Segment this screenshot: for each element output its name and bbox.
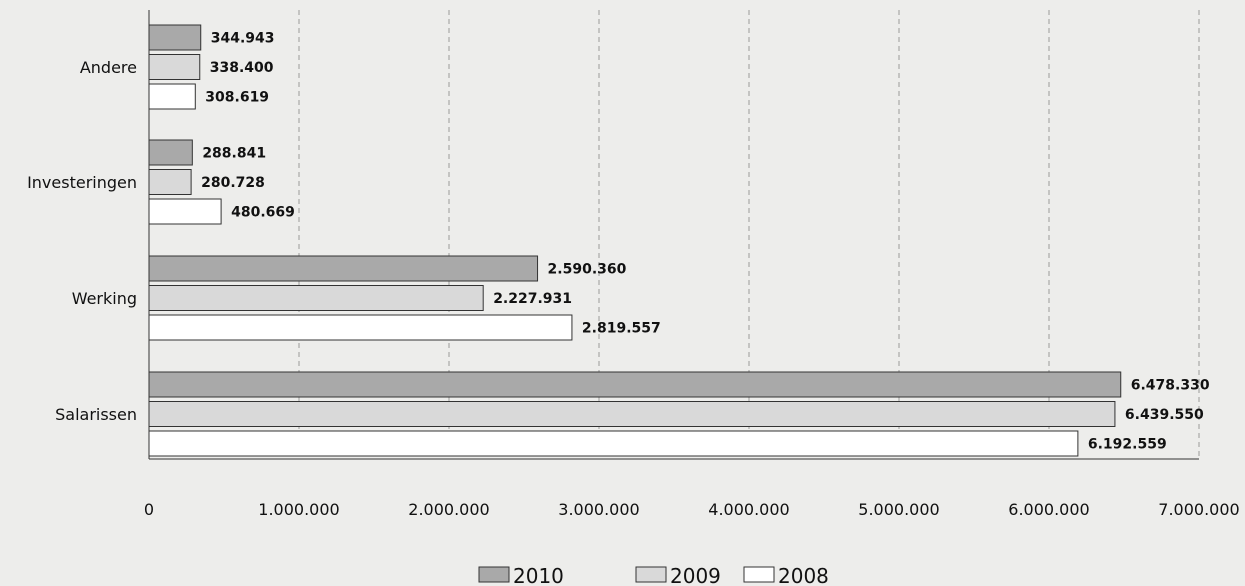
legend-label: 2010 (513, 564, 564, 586)
bar (148, 198, 222, 225)
category-label: Salarissen (55, 405, 137, 424)
bar (148, 83, 196, 110)
x-tick-label: 4.000.000 (708, 500, 789, 519)
bar (148, 255, 539, 282)
data-label: 6.192.559 (1088, 437, 1167, 453)
bar (148, 401, 1116, 427)
category-labels: Andere Investeringen Werking Salarissen (27, 58, 137, 424)
legend-label: 2009 (670, 564, 721, 586)
x-tick-label: 6.000.000 (1008, 500, 1089, 519)
bar (148, 54, 201, 80)
data-label: 6.439.550 (1125, 407, 1204, 423)
x-tick-label: 5.000.000 (858, 500, 939, 519)
x-tick-label: 2.000.000 (408, 500, 489, 519)
data-label: 288.841 (202, 146, 266, 162)
data-label: 2.819.557 (582, 321, 661, 337)
bar (148, 285, 484, 311)
bars (148, 24, 1122, 457)
legend-label: 2008 (778, 564, 829, 586)
data-label: 6.478.330 (1131, 378, 1210, 394)
legend: 2010 2009 2008 (478, 564, 829, 586)
x-tick-label: 7.000.000 (1158, 500, 1239, 519)
x-tick-label: 3.000.000 (558, 500, 639, 519)
category-label: Andere (80, 58, 137, 77)
category-label: Werking (72, 289, 137, 308)
x-tick-labels: 0 1.000.000 2.000.000 3.000.000 4.000.000 5.0… (144, 500, 1240, 519)
category-label: Investeringen (27, 173, 137, 192)
data-label: 308.619 (205, 90, 269, 106)
legend-swatch (743, 566, 775, 583)
data-label: 280.728 (201, 175, 265, 191)
legend-swatch (635, 566, 667, 583)
data-labels: 344.943 338.400 308.619 288.841 280.728 480.6… (201, 31, 1210, 453)
bar (148, 24, 202, 51)
data-label: 480.669 (231, 205, 295, 221)
legend-swatch (478, 566, 510, 583)
data-label: 2.227.931 (493, 291, 572, 307)
data-label: 2.590.360 (548, 262, 627, 278)
bar (148, 139, 193, 166)
bar (148, 371, 1122, 398)
x-tick-label: 1.000.000 (258, 500, 339, 519)
x-tick-label: 0 (144, 500, 154, 519)
axes (148, 10, 1199, 460)
data-label: 344.943 (211, 31, 275, 47)
bar (148, 314, 573, 341)
bar (148, 169, 192, 195)
bar (148, 430, 1079, 457)
data-label: 338.400 (210, 60, 274, 76)
grid-lines (298, 10, 1200, 459)
